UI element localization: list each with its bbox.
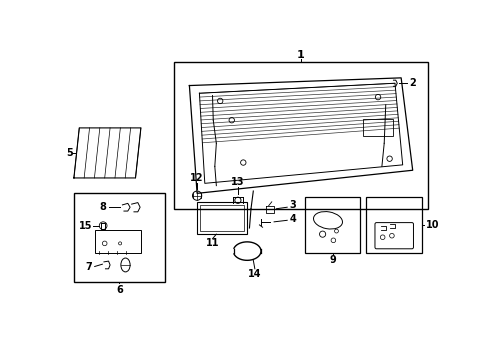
Bar <box>74 193 164 282</box>
Text: 12: 12 <box>190 173 203 183</box>
Text: 13: 13 <box>231 177 244 187</box>
Bar <box>305 197 360 253</box>
Text: 6: 6 <box>116 285 122 294</box>
Bar <box>366 197 421 253</box>
Text: 10: 10 <box>425 220 438 230</box>
Bar <box>197 202 246 234</box>
Text: 3: 3 <box>289 200 296 210</box>
Text: 8: 8 <box>99 202 105 212</box>
Text: 1: 1 <box>297 50 305 60</box>
Bar <box>95 230 141 253</box>
Text: 7: 7 <box>85 261 92 271</box>
Bar <box>362 119 393 136</box>
Text: 4: 4 <box>289 214 296 224</box>
Text: 15: 15 <box>79 221 93 231</box>
Text: 5: 5 <box>66 148 73 158</box>
Bar <box>174 62 427 209</box>
Text: 2: 2 <box>408 78 415 88</box>
Text: 14: 14 <box>247 269 261 279</box>
Text: 11: 11 <box>205 238 219 248</box>
Text: 9: 9 <box>328 255 335 265</box>
Bar <box>200 205 244 231</box>
